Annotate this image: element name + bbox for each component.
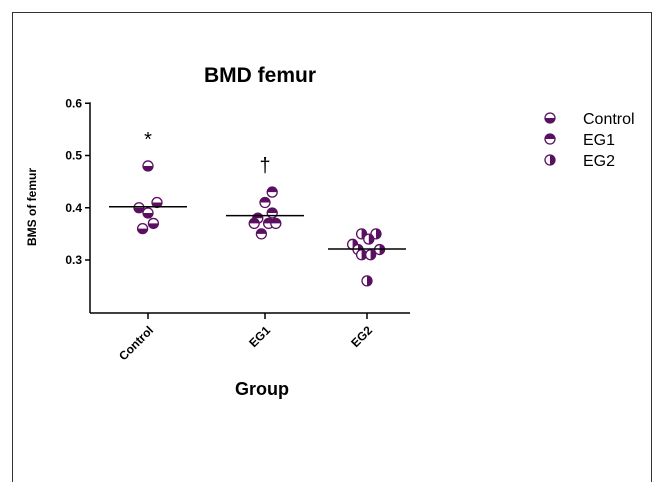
data-point bbox=[266, 186, 278, 198]
data-point bbox=[259, 196, 271, 209]
marker-fill bbox=[256, 228, 267, 234]
data-points: *† bbox=[109, 129, 406, 287]
marker-fill bbox=[370, 249, 376, 260]
data-point bbox=[147, 217, 160, 230]
marker-fill bbox=[545, 134, 555, 139]
marker-fill bbox=[148, 223, 159, 229]
chart-title: BMD femur bbox=[204, 64, 316, 87]
y-tick-label: 0.5 bbox=[65, 149, 82, 163]
legend-marker bbox=[544, 133, 556, 145]
legend-label: EG2 bbox=[583, 153, 615, 170]
legend-marker bbox=[544, 154, 556, 166]
legend-label: EG1 bbox=[583, 132, 615, 149]
marker-fill bbox=[367, 275, 372, 286]
data-point bbox=[363, 233, 375, 245]
marker-fill bbox=[134, 207, 144, 213]
data-point bbox=[361, 275, 373, 287]
marker-fill bbox=[143, 212, 153, 218]
marker-fill bbox=[376, 228, 382, 239]
data-point bbox=[270, 217, 282, 230]
x-tick-label: EG1 bbox=[246, 323, 273, 350]
legend-marker bbox=[544, 112, 556, 124]
legend: Control EG1 EG2 bbox=[544, 111, 635, 170]
x-tick-label: EG2 bbox=[348, 323, 375, 350]
chart-frame bbox=[12, 12, 652, 482]
data-point bbox=[133, 202, 145, 214]
data-point bbox=[142, 207, 154, 219]
y-tick-label: 0.6 bbox=[65, 96, 82, 110]
significance-marker: * bbox=[144, 129, 152, 151]
marker-fill bbox=[368, 234, 374, 245]
marker-fill bbox=[270, 218, 281, 224]
marker-fill bbox=[550, 155, 555, 165]
marker-fill bbox=[267, 187, 278, 193]
marker-fill bbox=[249, 218, 260, 224]
data-point bbox=[364, 249, 377, 261]
x-axis-label: Group bbox=[235, 379, 289, 399]
data-point bbox=[248, 217, 260, 230]
data-point bbox=[255, 228, 268, 240]
marker-fill bbox=[143, 165, 153, 171]
marker-fill bbox=[267, 207, 278, 213]
marker-fill bbox=[137, 228, 148, 234]
y-tick-label: 0.3 bbox=[65, 253, 82, 267]
data-point bbox=[136, 222, 149, 235]
marker-fill bbox=[260, 197, 270, 203]
y-axis-label: BMS of femur bbox=[25, 168, 39, 246]
y-tick-label: 0.4 bbox=[65, 201, 82, 215]
data-point bbox=[142, 160, 154, 172]
x-tick-label: Control bbox=[116, 323, 156, 363]
legend-label: Control bbox=[583, 111, 635, 128]
significance-marker: † bbox=[259, 155, 270, 177]
data-point bbox=[266, 207, 278, 219]
marker-fill bbox=[545, 118, 555, 123]
marker-fill bbox=[361, 249, 367, 260]
